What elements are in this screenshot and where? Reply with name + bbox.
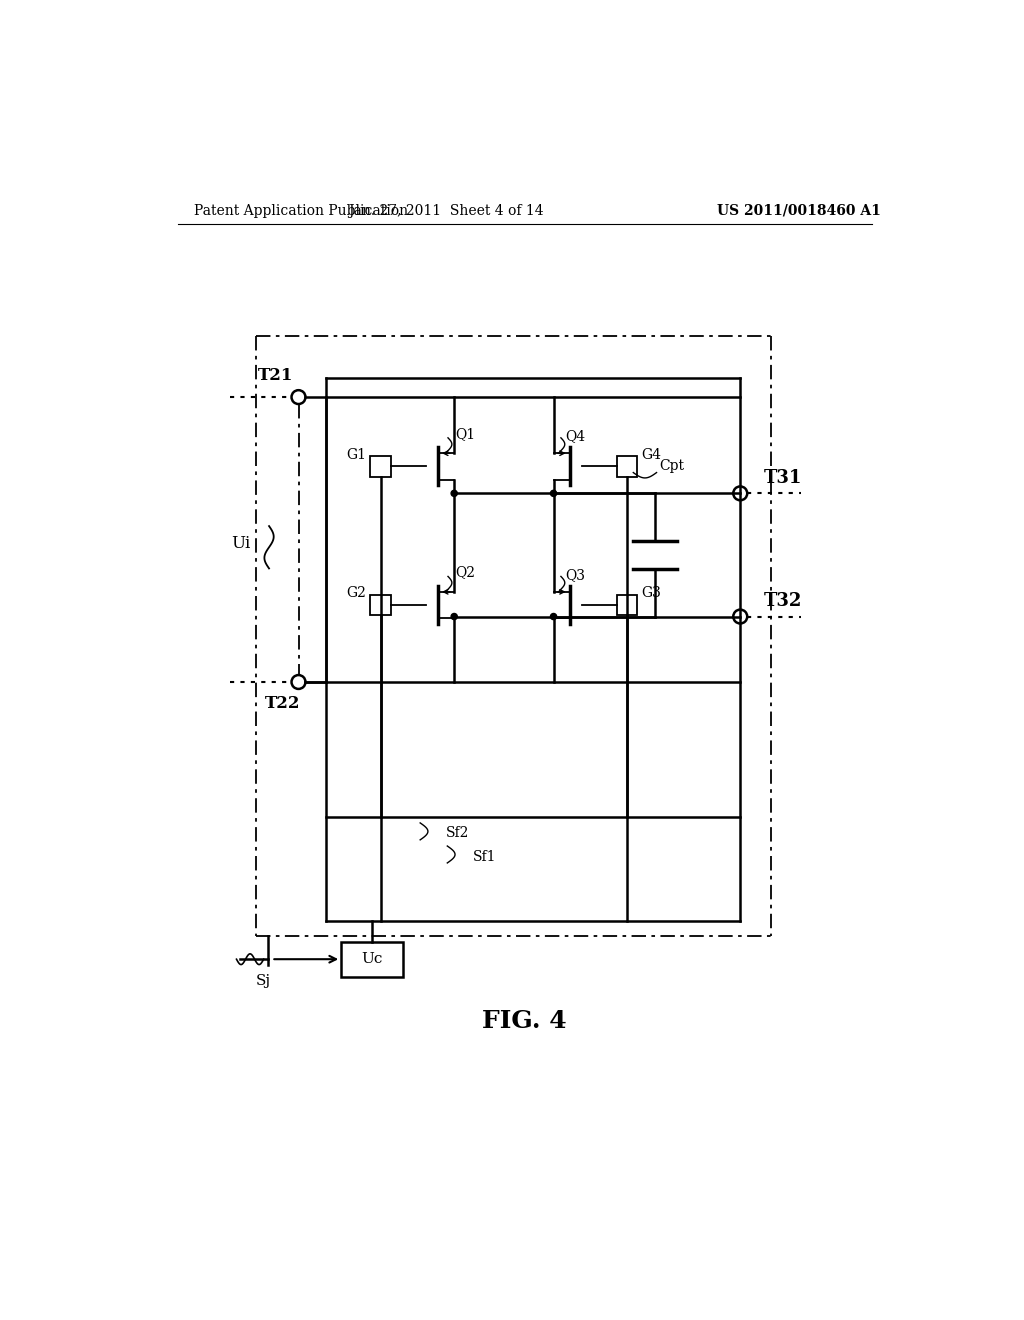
Text: Sf2: Sf2 [445, 826, 469, 840]
Text: T22: T22 [265, 696, 301, 711]
Bar [371, 595, 391, 615]
Text: T31: T31 [764, 469, 802, 487]
Text: Q3: Q3 [565, 568, 585, 582]
Text: FIG. 4: FIG. 4 [482, 1008, 567, 1032]
Bar [341, 942, 403, 977]
Text: G3: G3 [641, 586, 662, 601]
Text: G1: G1 [346, 447, 367, 462]
Bar [371, 457, 391, 477]
Text: Sf1: Sf1 [473, 850, 497, 863]
Text: US 2011/0018460 A1: US 2011/0018460 A1 [717, 203, 881, 218]
Text: T32: T32 [764, 593, 802, 610]
Circle shape [551, 490, 557, 496]
Text: Q2: Q2 [456, 565, 476, 579]
Text: Cpt: Cpt [658, 459, 684, 474]
Text: Q4: Q4 [565, 429, 585, 444]
Text: Uc: Uc [361, 952, 383, 966]
Bar [616, 457, 638, 477]
Bar [616, 595, 638, 615]
Text: Q1: Q1 [456, 426, 476, 441]
Circle shape [452, 614, 458, 619]
Text: Jan. 27, 2011  Sheet 4 of 14: Jan. 27, 2011 Sheet 4 of 14 [348, 203, 544, 218]
Text: Ui: Ui [231, 535, 251, 552]
Text: G2: G2 [346, 586, 367, 601]
Text: Sj: Sj [256, 974, 271, 987]
Text: Patent Application Publication: Patent Application Publication [194, 203, 408, 218]
Circle shape [452, 490, 458, 496]
Circle shape [551, 614, 557, 619]
Text: G4: G4 [641, 447, 662, 462]
Text: T21: T21 [258, 367, 293, 384]
